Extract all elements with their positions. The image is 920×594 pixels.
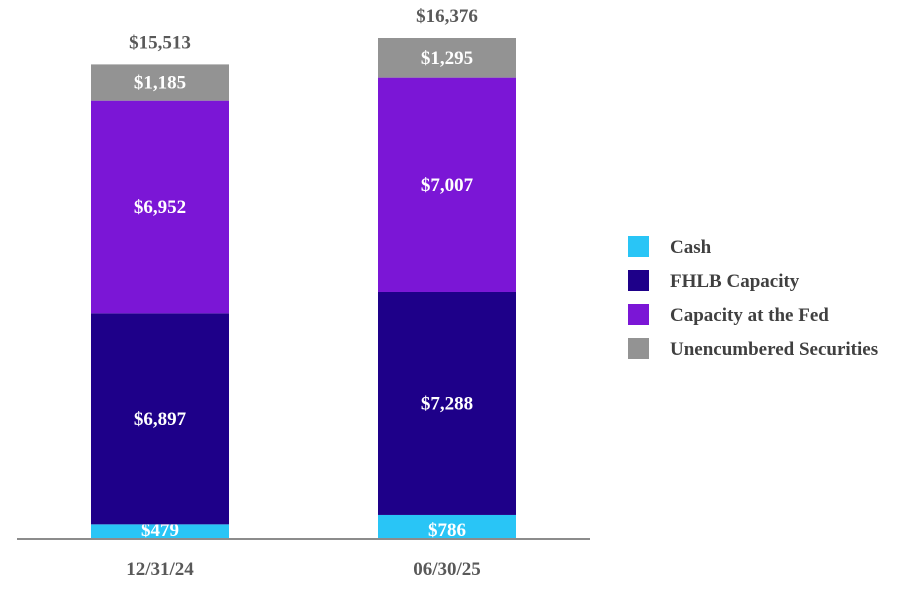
bar-segment [378,514,516,539]
total-label: $15,513 [129,32,191,53]
legend-swatch [628,236,649,257]
legend-swatch [628,270,649,291]
bars-group: $479 $6,897 $6,952 $1,185 $15,513 $786 $7,288 $… [91,6,516,541]
total-label: $16,376 [416,6,478,27]
legend-swatch [628,304,649,325]
data-label: $786 [428,520,466,541]
data-label: $1,295 [421,48,473,69]
legend-label: FHLB Capacity [670,271,800,292]
data-label: $1,185 [134,73,186,94]
data-label: $6,897 [134,409,187,430]
legend-label: Unencumbered Securities [670,339,878,360]
data-label: $479 [141,520,179,541]
bar-segment [378,77,516,292]
legend: Cash FHLB Capacity Capacity at the Fed Unen… [628,236,878,360]
legend-label: Cash [670,237,712,258]
x-tick-label: 06/30/25 [413,559,481,580]
bar-segment [91,313,229,525]
data-label: $7,288 [421,393,473,414]
bar-segment [91,64,229,101]
bar-segment [91,524,229,539]
legend-swatch [628,338,649,359]
bar-segment [378,38,516,78]
data-label: $6,952 [134,197,186,218]
x-tick-label: 12/31/24 [126,559,194,580]
data-label: $7,007 [421,175,474,196]
category-labels: 12/31/24 06/30/25 [126,559,481,580]
bar-segment [378,291,516,515]
bar-segment [91,100,229,314]
legend-label: Capacity at the Fed [670,305,829,326]
